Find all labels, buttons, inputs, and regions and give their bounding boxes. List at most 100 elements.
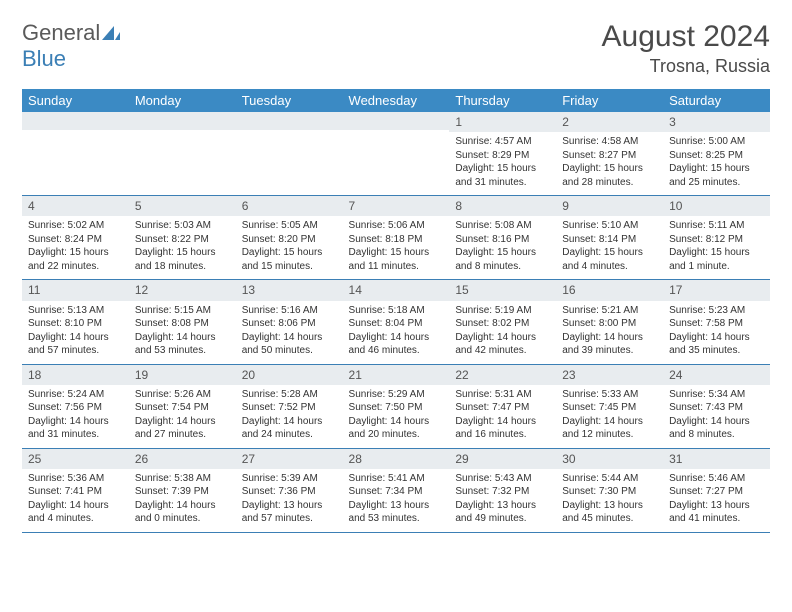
calendar-day-cell: 19Sunrise: 5:26 AMSunset: 7:54 PMDayligh… — [129, 364, 236, 448]
calendar-week-row: 11Sunrise: 5:13 AMSunset: 8:10 PMDayligh… — [22, 280, 770, 364]
daylight-text: Daylight: 15 hours and 11 minutes. — [349, 246, 444, 273]
daylight-text: Daylight: 13 hours and 49 minutes. — [455, 499, 550, 526]
daylight-text: Daylight: 14 hours and 39 minutes. — [562, 331, 657, 358]
sunrise-text: Sunrise: 5:36 AM — [28, 472, 123, 486]
daylight-text: Daylight: 15 hours and 4 minutes. — [562, 246, 657, 273]
daylight-text: Daylight: 15 hours and 22 minutes. — [28, 246, 123, 273]
sunset-text: Sunset: 7:36 PM — [242, 485, 337, 499]
calendar-day-cell: 8Sunrise: 5:08 AMSunset: 8:16 PMDaylight… — [449, 196, 556, 280]
calendar-week-row: 25Sunrise: 5:36 AMSunset: 7:41 PMDayligh… — [22, 448, 770, 532]
daylight-text: Daylight: 15 hours and 8 minutes. — [455, 246, 550, 273]
calendar-day-cell: 26Sunrise: 5:38 AMSunset: 7:39 PMDayligh… — [129, 448, 236, 532]
calendar-day-cell: 28Sunrise: 5:41 AMSunset: 7:34 PMDayligh… — [343, 448, 450, 532]
day-content: Sunrise: 5:11 AMSunset: 8:12 PMDaylight:… — [663, 216, 770, 279]
daylight-text: Daylight: 13 hours and 57 minutes. — [242, 499, 337, 526]
day-content: Sunrise: 5:00 AMSunset: 8:25 PMDaylight:… — [663, 132, 770, 195]
sunrise-text: Sunrise: 5:31 AM — [455, 388, 550, 402]
day-number: 29 — [449, 449, 556, 469]
day-number: 19 — [129, 365, 236, 385]
daylight-text: Daylight: 15 hours and 18 minutes. — [135, 246, 230, 273]
sunrise-text: Sunrise: 5:16 AM — [242, 304, 337, 318]
sunrise-text: Sunrise: 5:06 AM — [349, 219, 444, 233]
daylight-text: Daylight: 15 hours and 28 minutes. — [562, 162, 657, 189]
day-number: 28 — [343, 449, 450, 469]
day-number-empty — [343, 112, 450, 130]
sunrise-text: Sunrise: 5:13 AM — [28, 304, 123, 318]
daylight-text: Daylight: 13 hours and 41 minutes. — [669, 499, 764, 526]
day-number: 6 — [236, 196, 343, 216]
sunrise-text: Sunrise: 5:29 AM — [349, 388, 444, 402]
logo: GeneralBlue — [22, 20, 120, 72]
weekday-header: Tuesday — [236, 89, 343, 112]
calendar-day-cell: 23Sunrise: 5:33 AMSunset: 7:45 PMDayligh… — [556, 364, 663, 448]
daylight-text: Daylight: 14 hours and 16 minutes. — [455, 415, 550, 442]
sunrise-text: Sunrise: 5:28 AM — [242, 388, 337, 402]
sunset-text: Sunset: 8:02 PM — [455, 317, 550, 331]
weekday-header: Thursday — [449, 89, 556, 112]
daylight-text: Daylight: 14 hours and 8 minutes. — [669, 415, 764, 442]
day-number: 12 — [129, 280, 236, 300]
day-content: Sunrise: 5:02 AMSunset: 8:24 PMDaylight:… — [22, 216, 129, 279]
day-content: Sunrise: 5:06 AMSunset: 8:18 PMDaylight:… — [343, 216, 450, 279]
sunset-text: Sunset: 7:41 PM — [28, 485, 123, 499]
logo-part2: Blue — [22, 46, 66, 71]
sunset-text: Sunset: 7:54 PM — [135, 401, 230, 415]
daylight-text: Daylight: 14 hours and 46 minutes. — [349, 331, 444, 358]
sunset-text: Sunset: 8:12 PM — [669, 233, 764, 247]
weekday-header: Sunday — [22, 89, 129, 112]
daylight-text: Daylight: 14 hours and 24 minutes. — [242, 415, 337, 442]
day-content: Sunrise: 5:39 AMSunset: 7:36 PMDaylight:… — [236, 469, 343, 532]
sunset-text: Sunset: 8:04 PM — [349, 317, 444, 331]
sunrise-text: Sunrise: 5:15 AM — [135, 304, 230, 318]
day-content: Sunrise: 5:29 AMSunset: 7:50 PMDaylight:… — [343, 385, 450, 448]
day-number: 26 — [129, 449, 236, 469]
daylight-text: Daylight: 13 hours and 53 minutes. — [349, 499, 444, 526]
sunset-text: Sunset: 7:39 PM — [135, 485, 230, 499]
day-number: 7 — [343, 196, 450, 216]
calendar-week-row: 4Sunrise: 5:02 AMSunset: 8:24 PMDaylight… — [22, 196, 770, 280]
sunset-text: Sunset: 7:52 PM — [242, 401, 337, 415]
calendar-day-cell: 10Sunrise: 5:11 AMSunset: 8:12 PMDayligh… — [663, 196, 770, 280]
sunset-text: Sunset: 8:08 PM — [135, 317, 230, 331]
day-number: 21 — [343, 365, 450, 385]
sunset-text: Sunset: 8:06 PM — [242, 317, 337, 331]
day-number: 3 — [663, 112, 770, 132]
logo-text: GeneralBlue — [22, 20, 120, 72]
weekday-header: Friday — [556, 89, 663, 112]
day-number: 17 — [663, 280, 770, 300]
calendar-day-cell: 15Sunrise: 5:19 AMSunset: 8:02 PMDayligh… — [449, 280, 556, 364]
day-number: 22 — [449, 365, 556, 385]
day-content: Sunrise: 5:08 AMSunset: 8:16 PMDaylight:… — [449, 216, 556, 279]
sunrise-text: Sunrise: 5:26 AM — [135, 388, 230, 402]
calendar-day-cell: 13Sunrise: 5:16 AMSunset: 8:06 PMDayligh… — [236, 280, 343, 364]
day-content: Sunrise: 5:33 AMSunset: 7:45 PMDaylight:… — [556, 385, 663, 448]
calendar-day-cell: 9Sunrise: 5:10 AMSunset: 8:14 PMDaylight… — [556, 196, 663, 280]
calendar-day-cell — [129, 112, 236, 196]
sunset-text: Sunset: 8:20 PM — [242, 233, 337, 247]
sunset-text: Sunset: 8:14 PM — [562, 233, 657, 247]
sunrise-text: Sunrise: 5:23 AM — [669, 304, 764, 318]
sunset-text: Sunset: 7:45 PM — [562, 401, 657, 415]
day-content: Sunrise: 5:24 AMSunset: 7:56 PMDaylight:… — [22, 385, 129, 448]
day-content: Sunrise: 5:16 AMSunset: 8:06 PMDaylight:… — [236, 301, 343, 364]
sunrise-text: Sunrise: 5:24 AM — [28, 388, 123, 402]
sunset-text: Sunset: 8:24 PM — [28, 233, 123, 247]
calendar-day-cell: 6Sunrise: 5:05 AMSunset: 8:20 PMDaylight… — [236, 196, 343, 280]
weekday-header: Wednesday — [343, 89, 450, 112]
day-content: Sunrise: 5:43 AMSunset: 7:32 PMDaylight:… — [449, 469, 556, 532]
day-number: 31 — [663, 449, 770, 469]
daylight-text: Daylight: 13 hours and 45 minutes. — [562, 499, 657, 526]
calendar-day-cell: 3Sunrise: 5:00 AMSunset: 8:25 PMDaylight… — [663, 112, 770, 196]
calendar-day-cell: 20Sunrise: 5:28 AMSunset: 7:52 PMDayligh… — [236, 364, 343, 448]
sunrise-text: Sunrise: 5:08 AM — [455, 219, 550, 233]
sunset-text: Sunset: 7:56 PM — [28, 401, 123, 415]
sunrise-text: Sunrise: 5:10 AM — [562, 219, 657, 233]
calendar-day-cell: 29Sunrise: 5:43 AMSunset: 7:32 PMDayligh… — [449, 448, 556, 532]
daylight-text: Daylight: 15 hours and 1 minute. — [669, 246, 764, 273]
sunrise-text: Sunrise: 5:00 AM — [669, 135, 764, 149]
location: Trosna, Russia — [602, 56, 770, 77]
calendar-day-cell: 22Sunrise: 5:31 AMSunset: 7:47 PMDayligh… — [449, 364, 556, 448]
sunrise-text: Sunrise: 4:58 AM — [562, 135, 657, 149]
calendar-day-cell: 25Sunrise: 5:36 AMSunset: 7:41 PMDayligh… — [22, 448, 129, 532]
day-content: Sunrise: 5:34 AMSunset: 7:43 PMDaylight:… — [663, 385, 770, 448]
